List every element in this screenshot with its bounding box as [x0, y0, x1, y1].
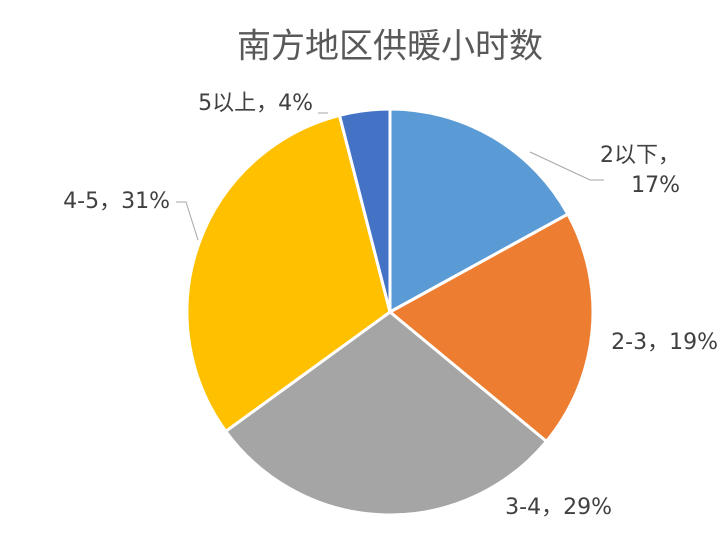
label-separator: ，	[256, 91, 278, 116]
pie-slice	[388, 107, 570, 315]
value-label: 17%	[631, 173, 680, 198]
label-separator: ，	[658, 143, 680, 168]
category-label: 4-5	[63, 189, 99, 214]
data-label: 2-3，19%	[611, 330, 718, 355]
data-label: 5以上，4%	[198, 91, 313, 116]
leader-line	[176, 201, 199, 241]
data-label: 4-5，31%	[63, 189, 170, 214]
chart-title: 南方地区供暖小时数	[237, 27, 543, 67]
label-separator: ，	[99, 189, 121, 214]
value-label: 31%	[121, 189, 170, 214]
pie-slice	[337, 107, 392, 313]
pie-slice	[387, 212, 595, 444]
label-separator: ，	[647, 330, 669, 355]
value-label: 19%	[669, 330, 718, 355]
pie-slice	[185, 113, 392, 434]
pie-slice	[223, 310, 549, 517]
label-separator: ，	[541, 495, 563, 520]
category-label: 2-3	[611, 330, 647, 355]
value-label: 29%	[563, 495, 612, 520]
category-label: 3-4	[505, 495, 541, 520]
data-label: 3-4，29%	[505, 495, 612, 520]
category-label: 5以上	[198, 91, 256, 116]
category-label: 2以下	[600, 143, 658, 168]
leader-lines	[176, 112, 604, 241]
leader-line	[529, 151, 604, 181]
value-label: 4%	[278, 91, 313, 116]
data-label: 2以下， 17%	[600, 143, 680, 198]
